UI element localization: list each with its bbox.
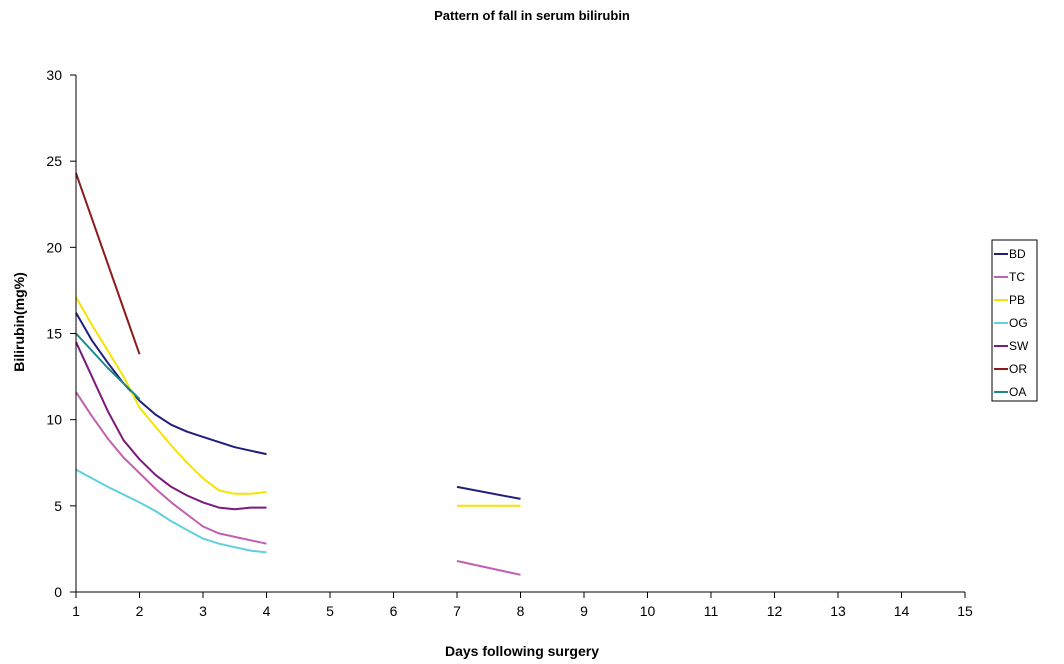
y-tick-label: 30 — [46, 67, 62, 83]
y-ticks: 0 5 10 15 20 25 30 — [46, 67, 76, 600]
series-line-tc — [456, 560, 521, 576]
y-tick-label: 15 — [46, 326, 62, 342]
x-tick-label: 12 — [767, 603, 783, 619]
series-line-og — [75, 468, 267, 554]
x-tick-label: 7 — [453, 603, 461, 619]
series-line-or — [75, 172, 141, 355]
y-tick-label: 5 — [54, 498, 62, 514]
x-tick-label: 2 — [136, 603, 144, 619]
legend-label-or: OR — [1009, 362, 1027, 376]
series-line-tc — [75, 391, 267, 545]
series-line-oa — [75, 332, 141, 400]
x-tick-label: 9 — [580, 603, 588, 619]
chart-title: Pattern of fall in serum bilirubin — [434, 8, 630, 23]
x-tick-label: 6 — [390, 603, 398, 619]
legend-label-sw: SW — [1009, 339, 1029, 353]
plot-lines — [75, 172, 521, 576]
x-tick-label: 15 — [957, 603, 973, 619]
legend-box — [991, 239, 1038, 402]
x-tick-label: 13 — [830, 603, 846, 619]
y-tick-label: 10 — [46, 412, 62, 428]
series-line-sw — [75, 341, 267, 511]
x-ticks: 1 2 3 4 5 6 7 8 9 10 11 12 13 14 15 — [72, 592, 973, 619]
x-tick-label: 4 — [263, 603, 271, 619]
series-line-bd — [456, 485, 521, 500]
legend-label-tc: TC — [1009, 270, 1025, 284]
x-tick-label: 14 — [894, 603, 910, 619]
legend-label-bd: BD — [1009, 247, 1026, 261]
legend-label-pb: PB — [1009, 293, 1025, 307]
y-tick-label: 0 — [54, 584, 62, 600]
legend-label-og: OG — [1009, 316, 1028, 330]
y-tick-label: 20 — [46, 239, 62, 255]
legend-label-oa: OA — [1009, 385, 1026, 399]
axes — [75, 75, 965, 593]
x-tick-label: 3 — [199, 603, 207, 619]
y-axis-label: Bilirubin(mg%) — [11, 272, 27, 372]
series-line-bd — [75, 312, 267, 456]
x-tick-label: 1 — [72, 603, 80, 619]
legend: BD TC PB OG SW OR OA — [991, 239, 1038, 402]
x-axis-label: Days following surgery — [445, 643, 599, 659]
x-tick-label: 10 — [640, 603, 656, 619]
x-tick-label: 8 — [517, 603, 525, 619]
y-tick-label: 25 — [46, 153, 62, 169]
series-line-pb — [75, 296, 267, 495]
x-tick-label: 5 — [326, 603, 334, 619]
x-tick-label: 11 — [704, 603, 719, 619]
